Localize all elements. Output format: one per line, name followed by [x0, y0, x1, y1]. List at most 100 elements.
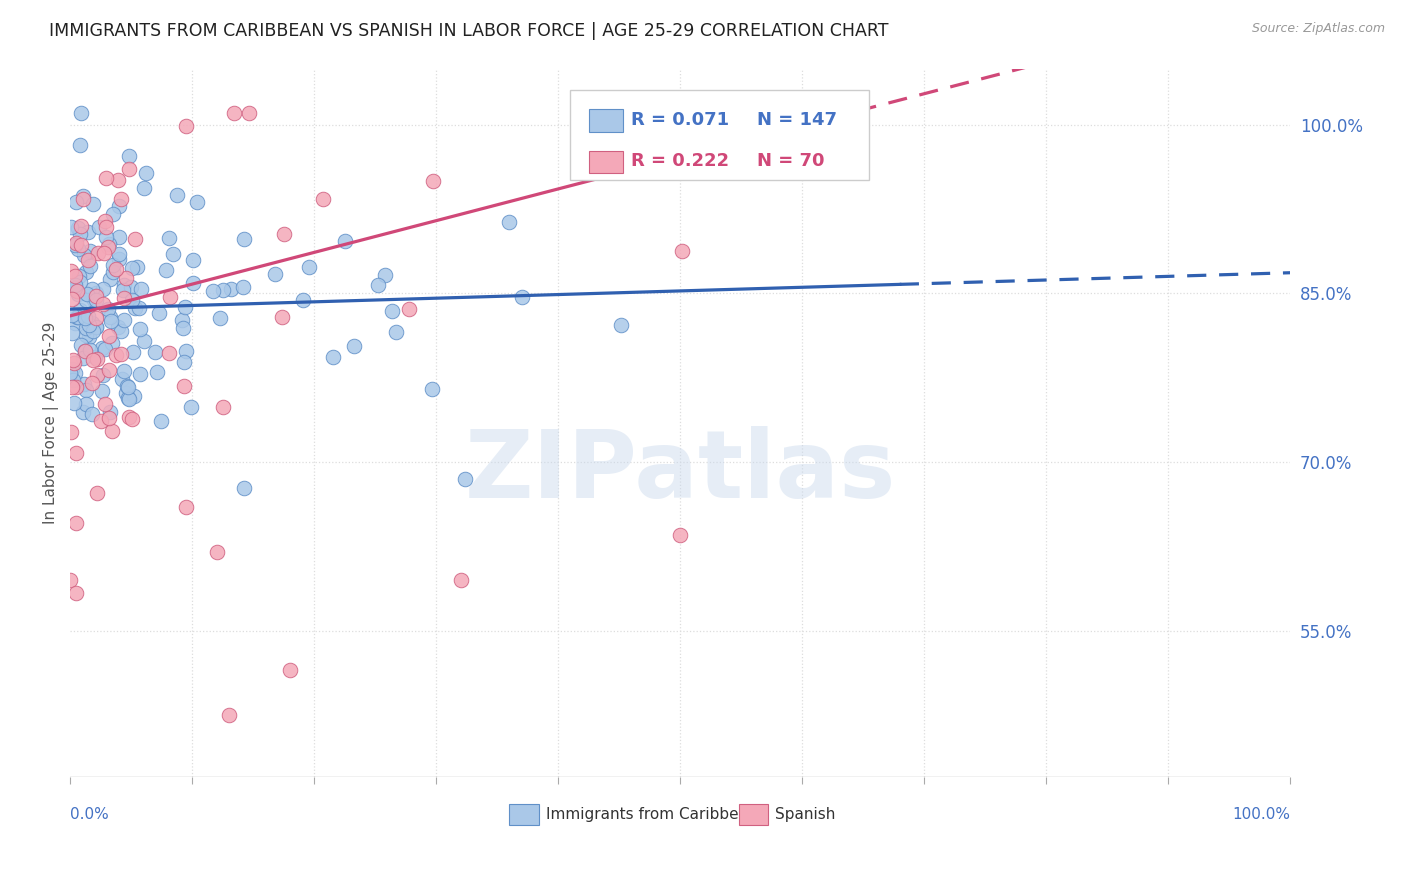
- Point: [671, 244, 693, 258]
- Point: [149, 414, 172, 428]
- Point: [97, 301, 120, 316]
- Point: [84, 310, 107, 325]
- Point: [80, 376, 103, 391]
- Point: [108, 247, 131, 261]
- Point: [69, 219, 91, 233]
- Point: [128, 322, 150, 336]
- Point: [67, 220, 90, 235]
- Point: [62, 395, 84, 409]
- Point: [103, 265, 125, 279]
- Point: [69, 338, 91, 352]
- Point: [107, 173, 129, 187]
- Point: [75, 265, 97, 279]
- Point: [82, 197, 104, 211]
- Point: [69, 138, 91, 153]
- Point: [122, 389, 145, 403]
- Point: [67, 268, 90, 283]
- Point: [69, 275, 91, 289]
- Point: [124, 301, 146, 315]
- Point: [80, 282, 103, 296]
- Point: [112, 364, 135, 378]
- Point: [118, 392, 141, 407]
- Point: [66, 284, 89, 298]
- Y-axis label: In Labor Force | Age 25-29: In Labor Force | Age 25-29: [44, 321, 59, 524]
- Point: [60, 362, 83, 376]
- Point: [87, 246, 110, 260]
- Point: [298, 260, 321, 274]
- Point: [292, 293, 315, 307]
- Point: [62, 352, 84, 367]
- Point: [117, 380, 139, 394]
- Point: [173, 355, 195, 369]
- Point: [201, 284, 224, 298]
- Point: [155, 263, 177, 277]
- Point: [70, 237, 93, 252]
- Point: [79, 244, 101, 258]
- Point: [129, 282, 152, 296]
- Point: [62, 373, 84, 387]
- Point: [125, 260, 148, 274]
- Point: [381, 304, 404, 318]
- Point: [65, 516, 87, 530]
- FancyBboxPatch shape: [589, 109, 623, 131]
- Point: [65, 446, 87, 460]
- Point: [100, 336, 122, 351]
- Point: [343, 339, 366, 353]
- Point: [84, 293, 107, 307]
- Point: [135, 165, 157, 179]
- Point: [157, 230, 180, 244]
- Point: [512, 290, 534, 304]
- Point: [173, 379, 195, 393]
- Point: [367, 278, 389, 293]
- Point: [94, 171, 117, 186]
- Point: [114, 271, 136, 285]
- Point: [65, 194, 87, 209]
- Point: [157, 346, 180, 360]
- Point: [148, 306, 170, 320]
- FancyBboxPatch shape: [589, 151, 623, 173]
- Point: [59, 219, 82, 234]
- Point: [181, 252, 204, 267]
- Point: [97, 239, 120, 253]
- Point: [67, 310, 90, 324]
- Point: [75, 327, 97, 342]
- Point: [124, 232, 146, 246]
- Point: [94, 229, 117, 244]
- Point: [65, 283, 87, 297]
- FancyBboxPatch shape: [571, 90, 869, 180]
- Point: [174, 500, 197, 514]
- Point: [77, 329, 100, 343]
- Point: [117, 391, 139, 405]
- Point: [162, 247, 184, 261]
- Point: [107, 252, 129, 266]
- Point: [222, 106, 245, 120]
- Point: [73, 248, 96, 262]
- Point: [115, 379, 138, 393]
- Point: [115, 385, 138, 400]
- Point: [82, 324, 104, 338]
- Point: [312, 192, 335, 206]
- Point: [278, 663, 301, 677]
- Point: [63, 356, 86, 370]
- Point: [100, 424, 122, 438]
- Point: [453, 472, 475, 486]
- Point: [120, 280, 142, 294]
- Point: [186, 194, 208, 209]
- Point: [212, 400, 235, 414]
- Point: [60, 292, 83, 306]
- Point: [264, 267, 287, 281]
- Point: [86, 352, 108, 367]
- Point: [59, 366, 82, 380]
- Point: [63, 278, 86, 293]
- Point: [91, 297, 114, 311]
- Point: [98, 410, 121, 425]
- Point: [60, 380, 83, 394]
- Point: [132, 181, 155, 195]
- Point: [238, 106, 260, 120]
- Point: [180, 400, 202, 414]
- Point: [101, 258, 124, 272]
- Point: [72, 192, 94, 206]
- Point: [98, 236, 121, 251]
- Point: [118, 149, 141, 163]
- Point: [384, 326, 406, 340]
